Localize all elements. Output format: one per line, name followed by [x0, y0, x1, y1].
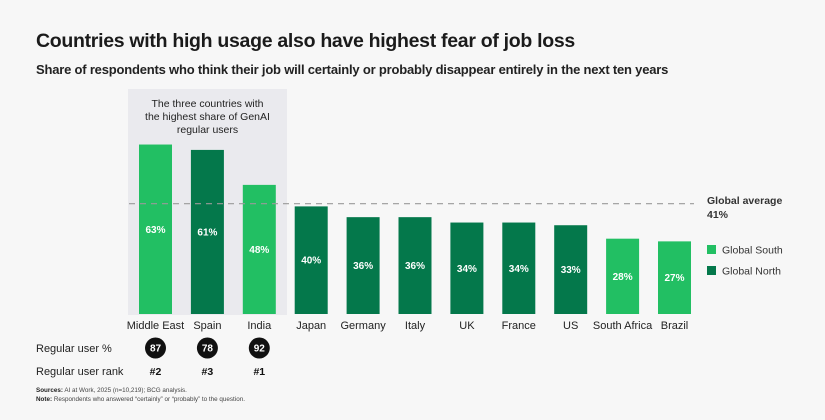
value-label-south-africa: 28%	[613, 272, 633, 283]
sources-text: AI at Work, 2025 (n=10,219); BCG analysi…	[62, 387, 187, 394]
regular-user-rank-middle-east: #2	[150, 366, 162, 378]
regular-user-rank-spain: #3	[202, 366, 214, 378]
value-label-germany: 36%	[353, 261, 373, 272]
value-label-us: 33%	[561, 265, 581, 276]
regular-user-rank-row-label: Regular user rank	[36, 366, 124, 378]
value-label-france: 34%	[509, 264, 529, 275]
global-average-value: 41%	[707, 209, 729, 221]
legend-label-global-south: Global South	[722, 245, 783, 257]
category-label-south-africa: South Africa	[593, 320, 653, 332]
value-label-brazil: 27%	[664, 273, 684, 284]
legend-swatch-global-south	[707, 245, 716, 254]
regular-user-pct-middle-east: 87	[150, 344, 162, 355]
category-label-brazil: Brazil	[661, 320, 689, 332]
note-label: Note:	[36, 395, 53, 403]
category-label-spain: Spain	[193, 320, 221, 332]
value-label-japan: 40%	[301, 256, 321, 267]
category-label-italy: Italy	[405, 320, 426, 332]
value-label-spain: 61%	[197, 227, 217, 238]
bar-us	[554, 225, 588, 314]
highlight-text-line-2: the highest share of GenAI	[145, 111, 270, 123]
sources-label: Sources:	[36, 387, 63, 394]
legend-label-global-north: Global North	[722, 266, 781, 278]
note-text: Respondents who answered “certainly” or …	[52, 395, 245, 403]
bar-south-africa	[606, 238, 640, 314]
highlight-text-line-3: regular users	[177, 124, 238, 136]
note-line: Note: Respondents who answered “certainl…	[36, 396, 245, 405]
category-label-germany: Germany	[340, 320, 386, 332]
regular-user-pct-badge-middle-east	[145, 337, 166, 359]
bar-italy	[398, 217, 432, 314]
category-label-france: France	[502, 320, 536, 332]
value-label-india: 48%	[249, 245, 269, 256]
regular-user-pct-spain: 78	[202, 344, 214, 355]
value-label-uk: 34%	[457, 264, 477, 275]
legend-swatch-global-north	[707, 266, 716, 275]
regular-user-rank-india: #1	[253, 366, 265, 378]
regular-user-pct-badge-india	[248, 337, 270, 359]
bars-group: 63% Middle East 61% Spain 48% India 40% Japan 36…	[127, 144, 691, 332]
regular-user-pct-badge-spain	[196, 337, 218, 359]
chart-title: Countries with high usage also have high…	[36, 30, 575, 52]
category-label-uk: UK	[459, 320, 475, 332]
sources-line: Sources: AI at Work, 2025 (n=10,219); BC…	[36, 387, 245, 396]
footnotes: Sources: AI at Work, 2025 (n=10,219); BC…	[36, 387, 245, 404]
bar-france	[502, 222, 536, 314]
bar-middle-east	[139, 144, 172, 314]
chart-subtitle: Share of respondents who think their job…	[36, 62, 669, 77]
bar-germany	[346, 217, 380, 314]
global-average-label: Global average	[707, 195, 782, 207]
bar-india	[242, 184, 276, 314]
highlight-text-line-1: The three countries with	[151, 98, 263, 110]
bar-uk	[450, 222, 484, 314]
bar-japan	[294, 206, 328, 314]
category-label-middle-east: Middle East	[127, 320, 184, 332]
value-label-italy: 36%	[405, 261, 425, 272]
bar-brazil	[658, 241, 691, 314]
category-label-india: India	[247, 320, 272, 332]
category-label-us: US	[563, 320, 578, 332]
regular-users-group: 87 #2 78 #3 92 #1	[145, 337, 270, 378]
regular-user-pct-india: 92	[254, 344, 266, 355]
regular-user-pct-row-label: Regular user %	[36, 343, 112, 355]
bar-spain	[190, 149, 224, 314]
value-label-middle-east: 63%	[145, 225, 165, 236]
category-label-japan: Japan	[296, 320, 326, 332]
legend: Global South Global North	[707, 245, 783, 278]
